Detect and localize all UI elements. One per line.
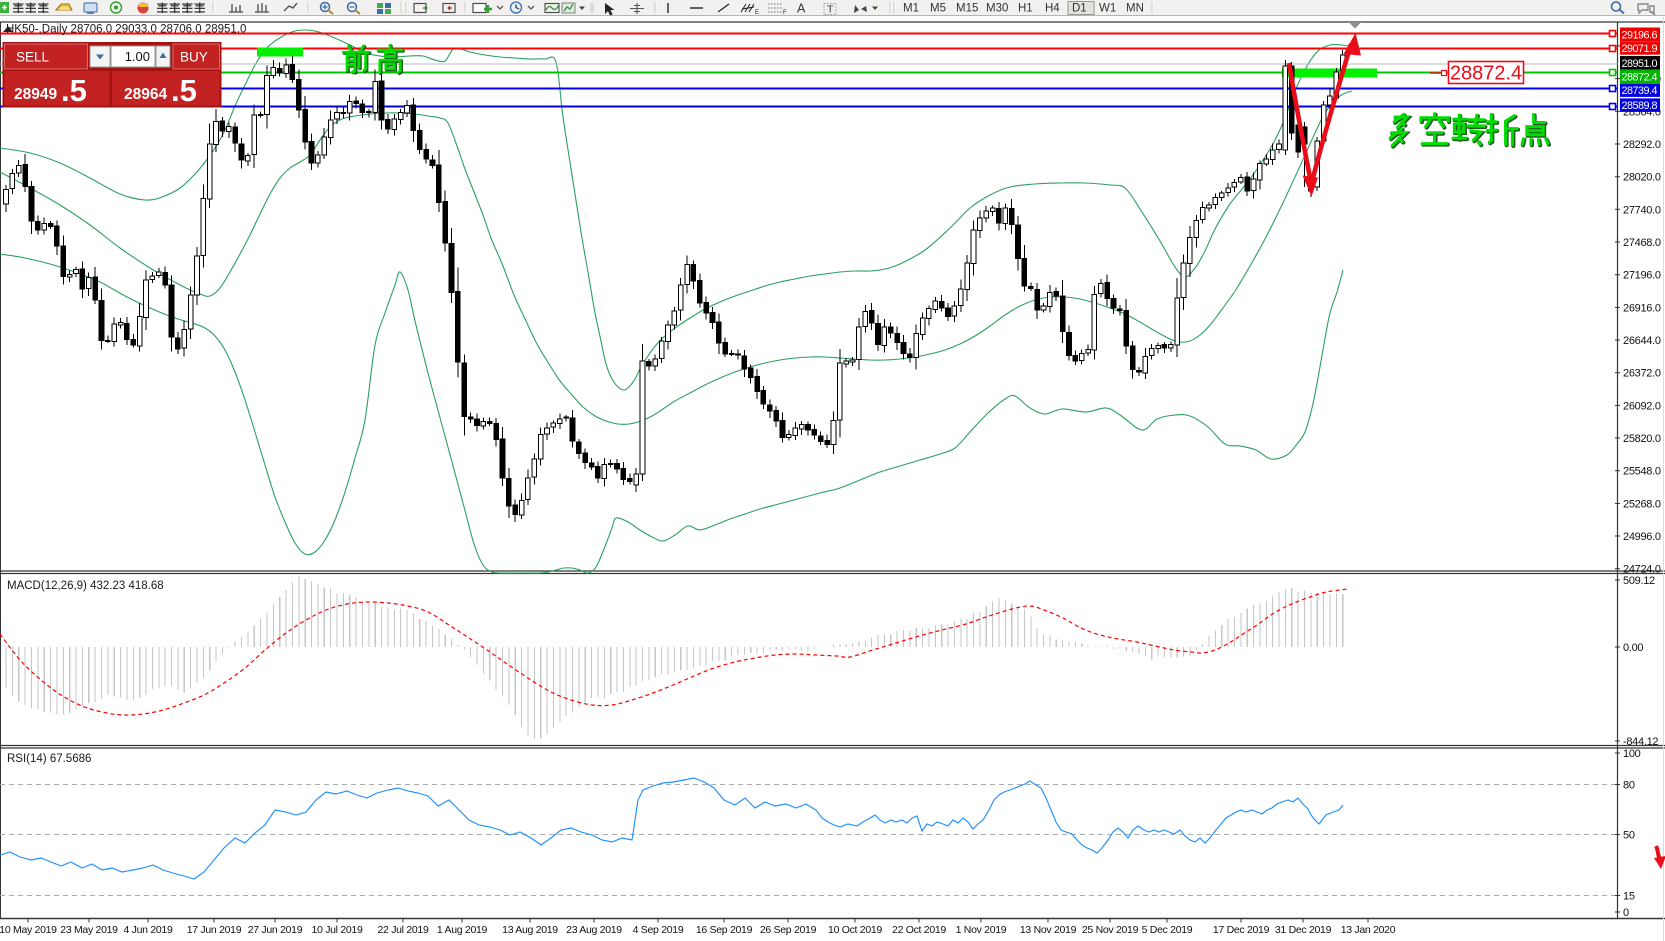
svg-text:17 Jun 2019: 17 Jun 2019 bbox=[187, 924, 242, 936]
svg-text:4 Jun 2019: 4 Jun 2019 bbox=[124, 924, 173, 936]
svg-text:T: T bbox=[827, 4, 834, 16]
svg-text:-844.12: -844.12 bbox=[1623, 736, 1658, 748]
svg-text:W1: W1 bbox=[1099, 3, 1116, 15]
svg-text:RSI(14) 67.5686: RSI(14) 67.5686 bbox=[7, 753, 91, 765]
svg-text:28589.8: 28589.8 bbox=[1622, 100, 1658, 112]
svg-text:28872.4: 28872.4 bbox=[1450, 63, 1522, 85]
svg-text:27196.0: 27196.0 bbox=[1623, 270, 1661, 282]
svg-text:26092.0: 26092.0 bbox=[1623, 400, 1661, 412]
svg-text:0.00: 0.00 bbox=[1623, 642, 1643, 654]
svg-text:M30: M30 bbox=[986, 3, 1008, 15]
svg-text:25548.0: 25548.0 bbox=[1623, 466, 1661, 478]
svg-text:10 Jul 2019: 10 Jul 2019 bbox=[312, 924, 363, 936]
svg-text:28020.0: 28020.0 bbox=[1623, 172, 1661, 184]
svg-text:22 Jul 2019: 22 Jul 2019 bbox=[378, 924, 429, 936]
svg-text:13 Jan 2020: 13 Jan 2020 bbox=[1341, 924, 1396, 936]
svg-text:13 Nov 2019: 13 Nov 2019 bbox=[1020, 924, 1077, 936]
svg-text:M15: M15 bbox=[956, 3, 978, 15]
svg-text:15: 15 bbox=[1623, 891, 1635, 903]
svg-text:25820.0: 25820.0 bbox=[1623, 433, 1661, 445]
svg-text:28292.0: 28292.0 bbox=[1623, 139, 1661, 151]
svg-text:.5: .5 bbox=[61, 73, 87, 108]
svg-text:13 Aug 2019: 13 Aug 2019 bbox=[502, 924, 558, 936]
svg-text:23 Aug 2019: 23 Aug 2019 bbox=[566, 924, 622, 936]
svg-text:26372.0: 26372.0 bbox=[1623, 368, 1661, 380]
svg-text:27468.0: 27468.0 bbox=[1623, 237, 1661, 249]
svg-text:28739.4: 28739.4 bbox=[1622, 85, 1658, 97]
svg-text:28951.0: 28951.0 bbox=[1622, 58, 1658, 70]
svg-text:80: 80 bbox=[1623, 780, 1635, 792]
svg-text:MN: MN bbox=[1126, 3, 1144, 15]
svg-text:26916.0: 26916.0 bbox=[1623, 302, 1661, 314]
svg-text:0: 0 bbox=[1623, 907, 1629, 919]
svg-text:A: A bbox=[797, 2, 806, 16]
svg-text:SELL: SELL bbox=[16, 50, 50, 65]
svg-text:509.12: 509.12 bbox=[1623, 575, 1655, 587]
svg-text:H4: H4 bbox=[1045, 3, 1060, 15]
svg-text:1 Nov 2019: 1 Nov 2019 bbox=[956, 924, 1007, 936]
svg-text:5 Dec 2019: 5 Dec 2019 bbox=[1142, 924, 1193, 936]
svg-text:10 Oct 2019: 10 Oct 2019 bbox=[828, 924, 882, 936]
svg-text:25268.0: 25268.0 bbox=[1623, 498, 1661, 510]
svg-text:D1: D1 bbox=[1072, 3, 1087, 15]
svg-text:F: F bbox=[783, 10, 787, 16]
svg-text:4 Sep 2019: 4 Sep 2019 bbox=[633, 924, 684, 936]
svg-text:29196.6: 29196.6 bbox=[1622, 29, 1658, 41]
svg-text:28872.4: 28872.4 bbox=[1622, 71, 1658, 83]
svg-text:27 Jun 2019: 27 Jun 2019 bbox=[248, 924, 303, 936]
svg-text:1 Aug 2019: 1 Aug 2019 bbox=[437, 924, 488, 936]
svg-text:.5: .5 bbox=[171, 73, 197, 108]
svg-text:E: E bbox=[755, 10, 759, 16]
svg-text:HK50-,Daily 28706.0 29033.0 2: HK50-,Daily 28706.0 29033.0 28706.0 2895… bbox=[6, 24, 246, 36]
svg-text:1.00: 1.00 bbox=[125, 49, 150, 64]
svg-text:29071.9: 29071.9 bbox=[1622, 43, 1658, 55]
svg-text:MACD(12,26,9) 432.23 418.68: MACD(12,26,9) 432.23 418.68 bbox=[7, 580, 164, 592]
svg-text:26644.0: 26644.0 bbox=[1623, 335, 1661, 347]
svg-text:25 Nov 2019: 25 Nov 2019 bbox=[1082, 924, 1139, 936]
svg-text:28949: 28949 bbox=[14, 86, 57, 103]
svg-text:26 Sep 2019: 26 Sep 2019 bbox=[760, 924, 817, 936]
svg-text:BUY: BUY bbox=[180, 50, 208, 65]
svg-text:10 May 2019: 10 May 2019 bbox=[0, 924, 57, 936]
svg-text:27740.0: 27740.0 bbox=[1623, 204, 1661, 216]
svg-text:M1: M1 bbox=[903, 3, 919, 15]
svg-text:100: 100 bbox=[1623, 748, 1641, 760]
svg-text:28964: 28964 bbox=[124, 86, 167, 103]
svg-text:22 Oct 2019: 22 Oct 2019 bbox=[892, 924, 946, 936]
svg-text:24996.0: 24996.0 bbox=[1623, 531, 1661, 543]
svg-text:16 Sep 2019: 16 Sep 2019 bbox=[696, 924, 753, 936]
svg-text:H1: H1 bbox=[1018, 3, 1033, 15]
svg-text:24724.0: 24724.0 bbox=[1623, 564, 1661, 576]
svg-text:50: 50 bbox=[1623, 830, 1635, 842]
svg-text:31 Dec 2019: 31 Dec 2019 bbox=[1275, 924, 1332, 936]
svg-text:17 Dec 2019: 17 Dec 2019 bbox=[1213, 924, 1270, 936]
svg-text:23 May 2019: 23 May 2019 bbox=[60, 924, 118, 936]
svg-text:M5: M5 bbox=[930, 3, 946, 15]
